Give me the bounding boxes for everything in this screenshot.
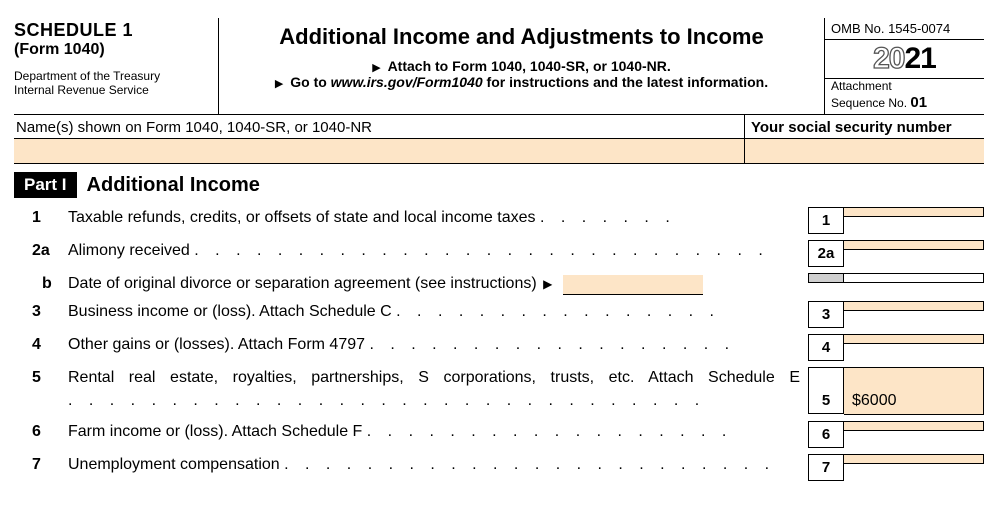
line-7-value[interactable] [844,454,984,464]
goto-instruction: Go to www.irs.gov/Form1040 for instructi… [225,74,818,90]
part-1-header: Part I Additional Income [14,172,984,198]
line-7-no: 7 [32,454,68,474]
header-left: SCHEDULE 1 (Form 1040) Department of the… [14,18,219,114]
tax-year: 2021 [825,40,984,79]
ssn-input[interactable] [744,139,984,163]
line-3: 3 Business income or (loss). Attach Sche… [32,298,984,331]
year-suffix: 21 [905,42,936,76]
leader-dots: . . . . . . . . . . . . . . . . [396,301,720,323]
line-2a: 2a Alimony received . . . . . . . . . . … [32,237,984,270]
line-3-box-label: 3 [808,301,844,328]
attach-instruction: Attach to Form 1040, 1040-SR, or 1040-NR… [225,58,818,74]
part-title: Additional Income [87,174,260,197]
line-2a-text: Alimony received . . . . . . . . . . . .… [68,240,808,262]
line-5-box-label: 5 [808,367,844,414]
line-5-no: 5 [32,367,68,387]
line-5: 5 Rental real estate, royalties, partner… [32,364,984,418]
line-7-box-label: 7 [808,454,844,481]
schedule-label: SCHEDULE 1 [14,20,212,41]
leader-dots: . . . . . . . . . . . . . . . . . . . . … [194,240,769,262]
leader-dots: . . . . . . . . . . . . . . . . . . [369,334,735,356]
form-number: (Form 1040) [14,41,212,59]
line-2b-value-blank [844,273,984,283]
line-1: 1 Taxable refunds, credits, or offsets o… [32,204,984,237]
name-ssn-labels: Name(s) shown on Form 1040, 1040-SR, or … [14,115,984,139]
line-4-text: Other gains or (losses). Attach Form 479… [68,334,808,356]
name-input[interactable] [14,139,744,163]
line-1-no: 1 [32,207,68,227]
line-2b: b Date of original divorce or separation… [32,270,984,298]
line-6-text: Farm income or (loss). Attach Schedule F… [68,421,808,443]
line-7-text: Unemployment compensation . . . . . . . … [68,454,808,476]
header-center: Additional Income and Adjustments to Inc… [219,18,824,114]
line-4-no: 4 [32,334,68,354]
line-2a-no: 2a [32,240,68,260]
line-3-text: Business income or (loss). Attach Schedu… [68,301,808,323]
line-2b-no: b [32,273,68,293]
leader-dots: . . . . . . . . . . . . . . . . . . [367,421,733,443]
line-6-no: 6 [32,421,68,441]
line-2b-box-gray [808,273,844,283]
name-ssn-fields [14,139,984,164]
part-badge: Part I [14,172,77,198]
line-1-box-label: 1 [808,207,844,234]
form-header: SCHEDULE 1 (Form 1040) Department of the… [14,18,984,115]
leader-dots: . . . . . . . . . . . . . . . . . . . . … [284,454,775,476]
department-lines: Department of the Treasury Internal Reve… [14,69,212,98]
line-5-text: Rental real estate, royalties, partnersh… [68,367,808,412]
omb-number: OMB No. 1545-0074 [825,18,984,40]
line-6-value[interactable] [844,421,984,431]
line-5-value[interactable]: $6000 [844,367,984,415]
line-3-no: 3 [32,301,68,321]
line-2b-text: Date of original divorce or separation a… [68,273,808,295]
form-lines: 1 Taxable refunds, credits, or offsets o… [14,204,984,484]
line-1-text: Taxable refunds, credits, or offsets of … [68,207,808,229]
line-7: 7 Unemployment compensation . . . . . . … [32,451,984,484]
leader-dots: . . . . . . . [540,207,676,229]
line-1-value[interactable] [844,207,984,217]
line-6: 6 Farm income or (loss). Attach Schedule… [32,418,984,451]
header-right: OMB No. 1545-0074 2021 Attachment Sequen… [824,18,984,114]
line-4-value[interactable] [844,334,984,344]
ssn-label: Your social security number [744,115,984,138]
line-4: 4 Other gains or (losses). Attach Form 4… [32,331,984,364]
line-2b-date-input[interactable] [563,275,703,295]
form-title: Additional Income and Adjustments to Inc… [225,24,818,50]
line-3-value[interactable] [844,301,984,311]
year-prefix: 20 [873,42,904,76]
line-2a-box-label: 2a [808,240,844,267]
names-label: Name(s) shown on Form 1040, 1040-SR, or … [14,115,744,138]
dept-line-1: Department of the Treasury [14,69,212,83]
leader-dots: . . . . . . . . . . . . . . . . . . . . … [68,390,705,412]
attachment-sequence: Attachment Sequence No. 01 [825,79,984,114]
triangle-icon: ▶ [543,277,552,291]
dept-line-2: Internal Revenue Service [14,83,212,97]
line-4-box-label: 4 [808,334,844,361]
line-6-box-label: 6 [808,421,844,448]
line-2a-value[interactable] [844,240,984,250]
